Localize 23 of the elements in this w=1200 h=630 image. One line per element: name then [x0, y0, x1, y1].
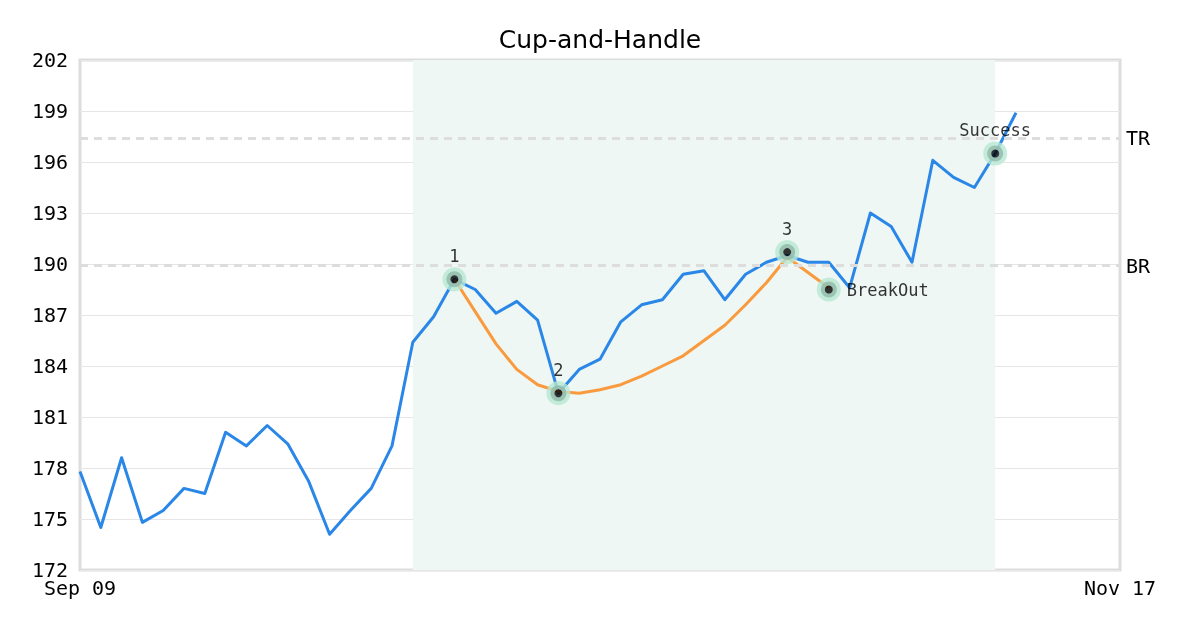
chart-title: Cup-and-Handle — [498, 25, 702, 54]
y-tick-label: 202 — [31, 48, 68, 72]
y-tick-label: 181 — [31, 405, 68, 429]
y-tick-label: 184 — [31, 354, 68, 378]
point — [983, 141, 1008, 166]
x-tick-label: Nov 17 — [1083, 576, 1157, 600]
y-tick-label: 196 — [31, 150, 68, 174]
y-tick-label: 187 — [31, 303, 68, 327]
point — [442, 267, 467, 292]
point — [546, 381, 571, 406]
point — [775, 240, 800, 265]
y-tick-label: 199 — [31, 99, 68, 123]
series-label: BreakOut — [846, 279, 929, 300]
series-label: 1 — [449, 245, 460, 266]
series-label: 3 — [782, 218, 793, 239]
ref-line-label: BR — [1126, 253, 1152, 278]
y-tick-label: 193 — [31, 201, 68, 225]
series-label: 2 — [553, 359, 564, 380]
ref-line-label: TR — [1126, 126, 1152, 151]
point — [816, 277, 841, 302]
y-tick-label: 178 — [31, 456, 68, 480]
y-tick-label: 190 — [31, 252, 68, 276]
y-tick-label: 175 — [31, 507, 68, 531]
